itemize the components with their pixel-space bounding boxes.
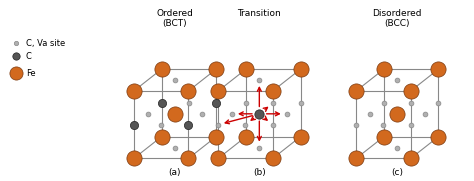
Point [130,90,137,92]
Point [144,112,152,115]
Point [269,157,276,160]
Point [242,68,250,71]
Point [380,123,387,126]
Point [269,90,276,92]
Point [185,102,192,104]
Text: (a): (a) [169,168,181,177]
Point [407,90,414,92]
Point [352,123,360,126]
Point [157,123,165,126]
Text: Transition: Transition [237,9,281,18]
Point [380,135,388,138]
Point [184,123,192,126]
Point [352,90,360,92]
Text: Fe: Fe [26,69,35,78]
Point [421,112,428,115]
Point [212,102,220,104]
Point [171,112,179,115]
Point [214,157,222,160]
Point [269,102,277,104]
Point [212,68,220,71]
Point [380,68,388,71]
Point [158,68,165,71]
Point [214,90,222,92]
Point [435,68,442,71]
Point [407,157,414,160]
Point [171,79,179,81]
Point [283,112,291,115]
Point [12,42,19,45]
Point [255,112,263,115]
Point [242,102,250,104]
Point [214,123,222,126]
Point [407,102,415,104]
Text: Disordered
(BCC): Disordered (BCC) [373,9,422,28]
Point [393,79,401,81]
Point [130,157,137,160]
Point [269,123,276,126]
Point [255,146,263,149]
Point [171,146,179,149]
Point [297,68,304,71]
Point [352,157,360,160]
Point [242,135,250,138]
Text: (b): (b) [253,168,266,177]
Point [242,123,249,126]
Point [12,72,19,75]
Point [435,102,442,104]
Point [435,135,442,138]
Point [12,55,19,58]
Point [184,90,192,92]
Point [158,102,165,104]
Point [297,135,304,138]
Point [366,112,374,115]
Point [158,135,165,138]
Point [393,146,401,149]
Point [380,102,388,104]
Point [407,123,414,126]
Text: Ordered
(BCT): Ordered (BCT) [156,9,193,28]
Text: C, Va site: C, Va site [26,39,65,48]
Point [393,112,401,115]
Text: (c): (c) [391,168,403,177]
Point [297,102,304,104]
Text: C: C [26,52,31,61]
Point [228,112,236,115]
Point [184,157,192,160]
Point [130,123,137,126]
Point [212,135,220,138]
Point [255,79,263,81]
Point [199,112,206,115]
